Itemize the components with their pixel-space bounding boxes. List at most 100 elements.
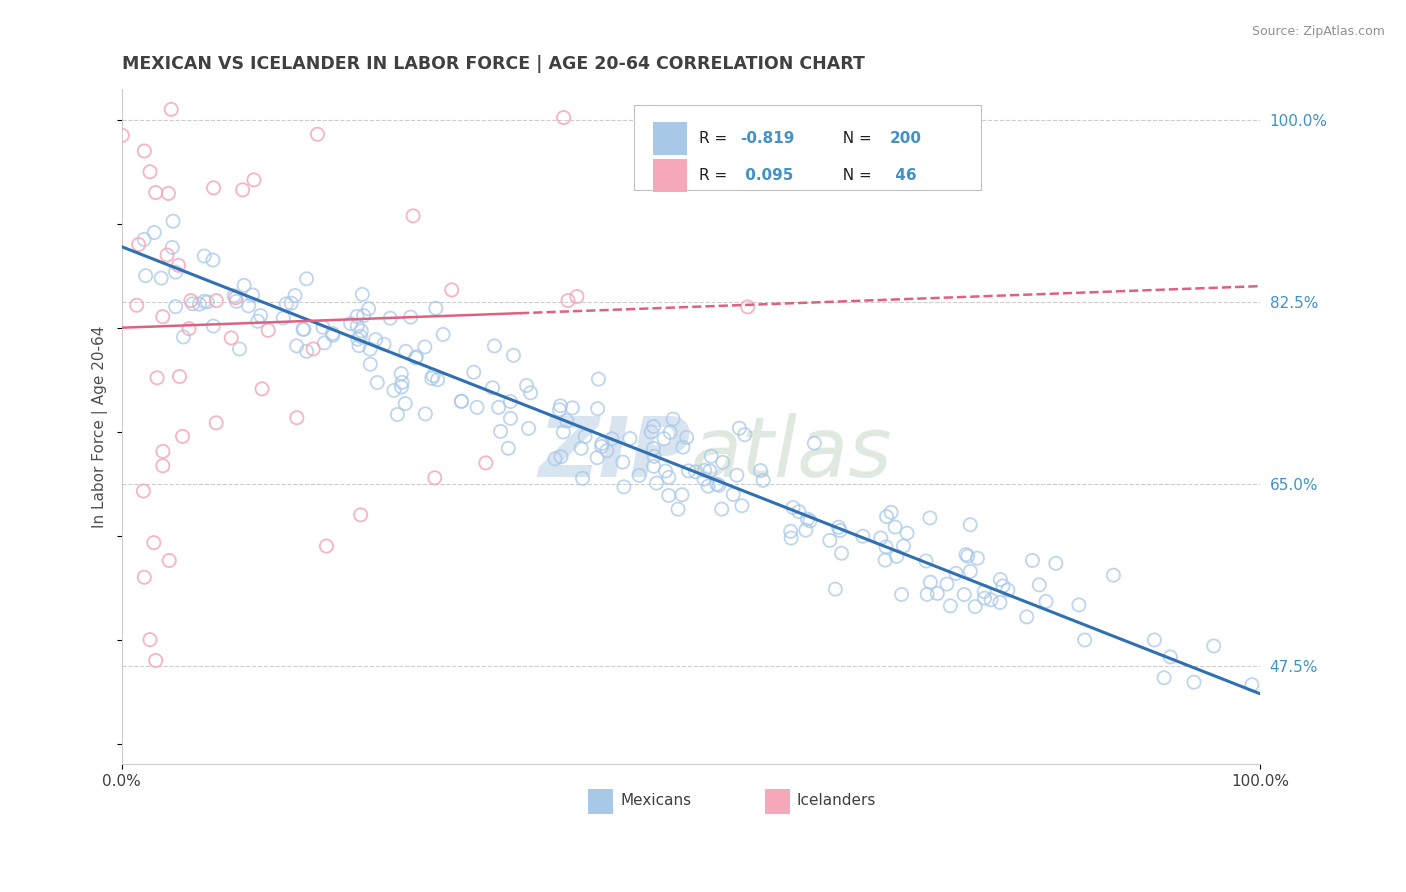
Point [737, 300, 759, 314]
Text: atlas: atlas [690, 413, 893, 494]
Point [519, 385, 541, 400]
Text: R =: R = [699, 131, 733, 146]
Point [645, 476, 668, 491]
Point [935, 577, 957, 591]
Point [1028, 578, 1050, 592]
Point [1067, 598, 1090, 612]
Point [228, 342, 250, 356]
Point [553, 425, 575, 439]
Point [389, 367, 412, 381]
Point [232, 183, 254, 197]
Point [612, 455, 634, 469]
Point [152, 458, 174, 473]
Point [382, 384, 405, 398]
Bar [654, 122, 688, 154]
Point [965, 599, 987, 614]
Point [346, 332, 368, 346]
Point [959, 517, 981, 532]
Point [991, 579, 1014, 593]
Point [145, 653, 167, 667]
Point [927, 586, 949, 600]
Point [162, 214, 184, 228]
Point [880, 505, 903, 519]
Point [284, 288, 307, 302]
Point [643, 442, 665, 456]
Point [896, 526, 918, 541]
Point [172, 429, 194, 443]
Point [195, 294, 218, 309]
Point [349, 329, 371, 343]
Point [139, 165, 162, 179]
Point [697, 479, 720, 493]
Point [1182, 675, 1205, 690]
Point [312, 320, 335, 334]
Point [794, 523, 817, 537]
Point [876, 509, 898, 524]
Point [678, 464, 700, 478]
Bar [654, 160, 688, 192]
Text: 200: 200 [890, 131, 922, 146]
Text: N =: N = [834, 169, 877, 183]
Point [188, 297, 211, 311]
Point [425, 301, 447, 316]
Point [394, 396, 416, 410]
Text: MEXICAN VS ICELANDER IN LABOR FORCE | AGE 20-64 CORRELATION CHART: MEXICAN VS ICELANDER IN LABOR FORCE | AG… [121, 55, 865, 73]
Point [295, 272, 318, 286]
Point [465, 401, 488, 415]
Point [550, 399, 572, 413]
Point [586, 450, 609, 465]
Point [134, 570, 156, 584]
Bar [765, 789, 790, 814]
Point [238, 299, 260, 313]
Point [613, 480, 636, 494]
Point [600, 432, 623, 446]
Point [588, 372, 610, 386]
Point [553, 111, 575, 125]
Y-axis label: In Labor Force | Age 20-64: In Labor Force | Age 20-64 [93, 326, 108, 528]
Point [550, 450, 572, 464]
Point [402, 209, 425, 223]
Point [413, 340, 436, 354]
Point [915, 554, 938, 568]
Point [420, 371, 443, 385]
Point [658, 488, 681, 502]
Text: ZIP: ZIP [538, 413, 690, 494]
Point [134, 144, 156, 158]
Point [250, 382, 273, 396]
Point [706, 477, 728, 491]
Point [475, 456, 498, 470]
Point [322, 326, 344, 341]
Point [165, 300, 187, 314]
Point [1021, 553, 1043, 567]
Point [125, 298, 148, 312]
Point [295, 344, 318, 359]
Point [884, 520, 907, 534]
Point [886, 549, 908, 564]
Point [242, 288, 264, 302]
Point [499, 411, 522, 425]
Point [890, 587, 912, 601]
Point [134, 232, 156, 246]
Point [499, 394, 522, 409]
Point [156, 248, 179, 262]
Point [150, 271, 173, 285]
Point [364, 333, 387, 347]
Point [339, 317, 361, 331]
Point [391, 380, 413, 394]
Point [128, 237, 150, 252]
Point [352, 287, 374, 301]
Point [246, 314, 269, 328]
Point [271, 311, 294, 326]
Point [990, 573, 1012, 587]
Text: N =: N = [834, 131, 877, 146]
Point [489, 425, 512, 439]
Point [799, 514, 821, 528]
Text: Source: ZipAtlas.com: Source: ZipAtlas.com [1251, 25, 1385, 38]
Point [659, 425, 682, 440]
Point [484, 339, 506, 353]
Point [796, 512, 818, 526]
Point [1073, 632, 1095, 647]
Point [852, 529, 875, 543]
Point [945, 566, 967, 581]
Point [193, 294, 215, 309]
